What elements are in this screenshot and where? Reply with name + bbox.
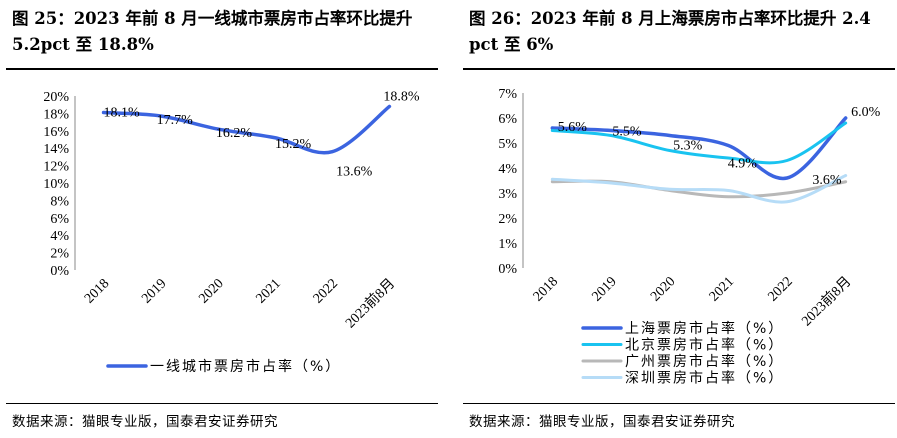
y-tick-label: 18% — [43, 107, 69, 122]
figure-26-bottom-rule — [463, 403, 895, 404]
legend-label: 上海票房市占率（%） — [625, 320, 784, 337]
x-tick-label: 2021 — [707, 274, 737, 304]
x-tick-label: 2019 — [589, 274, 619, 304]
data-label: 4.9% — [728, 157, 758, 172]
y-tick-label: 6% — [498, 112, 517, 127]
y-tick-label: 12% — [43, 160, 69, 175]
figure-26-top-rule — [463, 68, 895, 70]
legend-label: 一线城市票房市占率（%） — [150, 358, 341, 375]
legend-label: 广州票房市占率（%） — [625, 353, 784, 370]
x-tick-label: 2021 — [254, 276, 284, 306]
y-tick-label: 0% — [498, 262, 517, 277]
x-tick-label: 2022 — [765, 274, 795, 304]
data-label: 16.2% — [216, 126, 253, 141]
figure-25-top-rule — [6, 68, 438, 70]
x-tick-label: 2020 — [648, 274, 678, 304]
data-label: 5.3% — [673, 139, 703, 154]
data-label: 18.1% — [103, 106, 140, 121]
series-line-1 — [550, 116, 848, 181]
x-tick-label: 2023前8月 — [342, 275, 399, 332]
y-tick-label: 2% — [498, 212, 517, 227]
data-label: 5.5% — [612, 125, 642, 140]
series-line-4 — [550, 174, 848, 204]
x-tick-label: 2018 — [82, 276, 112, 306]
x-tick-label: 2022 — [311, 276, 341, 306]
series-line-2 — [550, 121, 848, 165]
data-label: 13.6% — [336, 165, 373, 180]
y-tick-label: 0% — [50, 264, 69, 279]
figure-26-line-chart: 0% 1% 2% 3% 4% 5% 6% 7% 2018 2019 2020 2021 2022 2023… — [498, 87, 881, 387]
data-label: 3.6% — [812, 173, 842, 188]
data-label: 5.6% — [558, 120, 588, 135]
figure-26-title: 图 26：2023 年前 8 月上海票房市占率环比提升 2.4 pct 至 6% — [469, 9, 871, 54]
series-line-1 — [101, 104, 392, 155]
y-tick-label: 1% — [498, 237, 517, 252]
y-tick-label: 3% — [498, 187, 517, 202]
figure-25-title: 图 25：2023 年前 8 月一线城市票房市占率环比提升 5.2pct 至 1… — [12, 9, 413, 54]
legend-label: 深圳票房市占率（%） — [625, 370, 784, 387]
x-tick-label: 2023前8月 — [798, 273, 855, 330]
x-tick-label: 2019 — [139, 276, 169, 306]
y-tick-label: 20% — [43, 90, 69, 105]
data-label: 17.7% — [157, 113, 194, 128]
y-tick-label: 4% — [498, 162, 517, 177]
x-tick-label: 2018 — [531, 274, 561, 304]
figure-26-source: 数据来源：猫眼专业版，国泰君安证券研究 — [469, 414, 735, 430]
y-tick-label: 6% — [50, 212, 69, 227]
data-label: 18.8% — [383, 89, 420, 104]
y-tick-label: 5% — [498, 137, 517, 152]
data-label: 6.0% — [851, 105, 881, 120]
legend-label: 北京票房市占率（%） — [625, 337, 784, 354]
y-tick-label: 8% — [50, 194, 69, 209]
y-tick-label: 14% — [43, 142, 69, 157]
y-tick-label: 2% — [50, 247, 69, 262]
figure-25-source: 数据来源：猫眼专业版，国泰君安证券研究 — [12, 414, 278, 430]
figure-25-line-chart: 0% 2% 4% 6% 8% 10% 12% 14% 16% 18% 20% 2018 2019 2020… — [43, 89, 420, 375]
figure-25-bottom-rule — [6, 403, 438, 404]
y-tick-label: 10% — [43, 177, 69, 192]
y-tick-label: 4% — [50, 229, 69, 244]
data-label: 15.2% — [275, 137, 312, 152]
x-tick-label: 2020 — [196, 276, 226, 306]
figure-25-panel: 图 25：2023 年前 8 月一线城市票房市占率环比提升 5.2pct 至 1… — [0, 0, 440, 438]
y-tick-label: 7% — [498, 87, 517, 102]
y-tick-label: 16% — [43, 125, 69, 140]
figure-26-panel: 图 26：2023 年前 8 月上海票房市占率环比提升 2.4 pct 至 6%… — [457, 0, 897, 438]
